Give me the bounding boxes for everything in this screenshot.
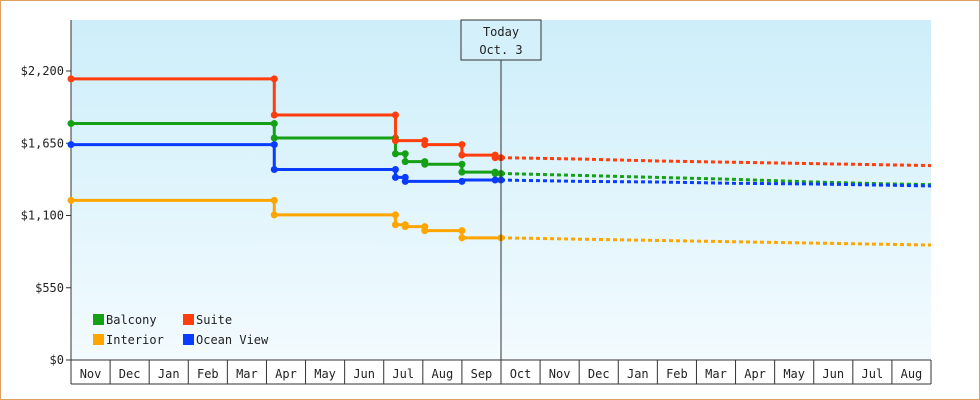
x-tick-label: Jan <box>627 367 649 381</box>
today-date: Oct. 3 <box>479 43 522 57</box>
series-interior-point <box>401 223 409 231</box>
x-tick-label: Oct <box>510 367 532 381</box>
x-tick-label: Feb <box>666 367 688 381</box>
series-interior-forecast <box>500 236 932 247</box>
y-tick-label: $1,100 <box>21 209 64 223</box>
x-tick-label: May <box>314 367 336 381</box>
series-suite-forecast <box>500 156 932 168</box>
series-suite-point <box>421 141 429 149</box>
today-label: Today <box>483 25 519 39</box>
series-interior-point <box>67 196 75 204</box>
legend: Balcony Suite Interior Ocean View <box>93 313 269 347</box>
x-axis: Nov Dec Jan Feb Mar Apr May Jun Jul Aug Sep Oct Nov D… <box>70 359 932 385</box>
series-balcony-point <box>270 134 278 142</box>
x-tick-label: Feb <box>197 367 219 381</box>
series-balcony-point <box>421 160 429 168</box>
series-balcony-forecast <box>500 171 932 187</box>
x-tick-label: Nov <box>549 367 571 381</box>
series-interior-point <box>270 211 278 219</box>
series-ocean-view-point <box>270 141 278 149</box>
x-tick-label: Aug <box>432 367 454 381</box>
series-interior-point <box>391 211 399 219</box>
legend-label-suite: Suite <box>196 313 232 327</box>
series-ocean-view-point <box>67 141 75 149</box>
series-suite-point <box>67 75 75 83</box>
series-interior-point <box>458 227 466 235</box>
x-tick-label: Dec <box>588 367 610 381</box>
x-tick-label: Jan <box>158 367 180 381</box>
legend-swatch-suite <box>183 314 194 325</box>
series-balcony-point <box>458 160 466 168</box>
series-interior-point <box>421 227 429 235</box>
series-balcony-point <box>491 169 499 177</box>
series-ocean-view-point <box>491 176 499 184</box>
y-tick-label: $0 <box>50 353 64 367</box>
series-balcony-point <box>401 150 409 158</box>
y-tick-label: $1,650 <box>21 136 64 150</box>
series-ocean-view-point <box>458 177 466 185</box>
series-suite-point <box>458 141 466 149</box>
legend-label-ocean-view: Ocean View <box>196 333 269 347</box>
series-balcony-point <box>270 120 278 128</box>
series-balcony-point <box>391 150 399 158</box>
x-tick-label: Dec <box>119 367 141 381</box>
y-axis: $0 $550 $1,100 $1,650 $2,200 <box>21 20 72 367</box>
x-tick-label: Nov <box>80 367 102 381</box>
series-ocean-view-point <box>401 177 409 185</box>
x-tick-label: Mar <box>236 367 258 381</box>
x-tick-label: May <box>783 367 805 381</box>
series-layer <box>67 75 932 247</box>
series-interior-point <box>391 221 399 229</box>
series-balcony-history <box>71 122 501 175</box>
legend-label-balcony: Balcony <box>106 313 157 327</box>
legend-swatch-balcony <box>93 314 104 325</box>
series-suite-point <box>458 151 466 159</box>
series-balcony-point <box>67 120 75 128</box>
series-suite-point <box>270 111 278 119</box>
x-tick-label: Apr <box>275 367 297 381</box>
series-ocean-view-point <box>391 173 399 181</box>
series-balcony-point <box>401 158 409 166</box>
series-interior-point <box>458 234 466 242</box>
legend-label-interior: Interior <box>106 333 164 347</box>
y-tick-label: $2,200 <box>21 64 64 78</box>
legend-swatch-ocean-view <box>183 334 194 345</box>
x-tick-label: Jun <box>822 367 844 381</box>
y-tick-label: $550 <box>35 281 64 295</box>
legend-swatch-interior <box>93 334 104 345</box>
series-interior-point <box>270 196 278 204</box>
series-suite-point <box>391 111 399 119</box>
x-tick-label: Jun <box>353 367 375 381</box>
x-tick-label: Aug <box>901 367 923 381</box>
series-suite-point <box>391 137 399 145</box>
x-tick-label: Apr <box>744 367 766 381</box>
series-suite-point <box>270 75 278 83</box>
series-ocean-view-forecast <box>500 178 932 188</box>
series-ocean-view-point <box>270 166 278 174</box>
series-suite-point <box>491 154 499 162</box>
series-balcony-point <box>458 168 466 176</box>
x-tick-label: Jul <box>392 367 414 381</box>
x-tick-label: Mar <box>705 367 727 381</box>
today-box <box>460 19 542 61</box>
series-ocean-view-point <box>391 166 399 174</box>
today-marker: Today Oct. 3 <box>460 19 542 360</box>
x-tick-label: Sep <box>471 367 493 381</box>
x-tick-label: Jul <box>862 367 884 381</box>
